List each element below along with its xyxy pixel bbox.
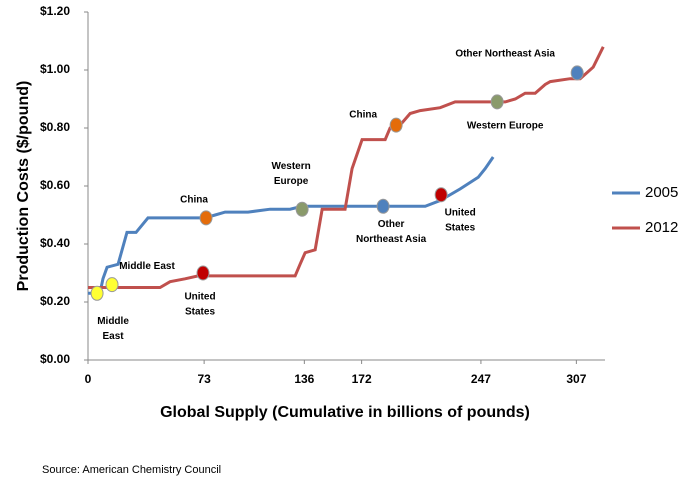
marker [434,187,448,203]
y-tick-label: $0.00 [40,352,70,366]
x-tick-label: 247 [471,372,491,386]
annotation: East [103,331,125,342]
marker [295,201,309,217]
marker [196,265,210,281]
marker [570,65,584,81]
annotation: Middle East [119,261,175,272]
annotation: China [349,110,377,121]
annotation: China [180,195,208,206]
marker [90,285,104,301]
y-tick-label: $1.20 [40,4,70,18]
y-tick-label: $0.20 [40,294,70,308]
source: Source: American Chemistry Council [42,464,221,476]
y-axis-title: Production Costs ($/pound) [15,81,32,292]
annotation: Other [378,219,405,230]
annotation: Northeast Asia [356,234,427,245]
y-tick-label: $0.40 [40,236,70,250]
annotation: Western Europe [467,121,544,132]
annotation: Other Northeast Asia [455,49,555,60]
marker [376,198,390,214]
annotation: United [445,207,476,218]
x-axis-title: Global Supply (Cumulative in billions of… [160,404,530,421]
x-tick-label: 307 [566,372,586,386]
marker [105,277,119,293]
x-tick-label: 172 [352,372,372,386]
annotation: States [185,307,215,318]
marker [199,210,213,226]
annotation: States [445,222,475,233]
series-line [88,46,605,289]
y-tick-label: $0.60 [40,178,70,192]
legend-label: 2012 [645,219,678,236]
annotation: Western [271,161,310,172]
y-tick-label: $1.00 [40,62,70,76]
legend-label: 2005 [645,184,678,201]
annotation: Middle [97,316,129,327]
marker [490,94,504,110]
y-tick-label: $0.80 [40,120,70,134]
x-tick-label: 0 [85,372,92,386]
annotation: United [184,292,215,303]
x-tick-label: 73 [197,372,211,386]
marker [389,117,403,133]
x-tick-label: 136 [294,372,314,386]
annotation: Europe [274,176,309,187]
